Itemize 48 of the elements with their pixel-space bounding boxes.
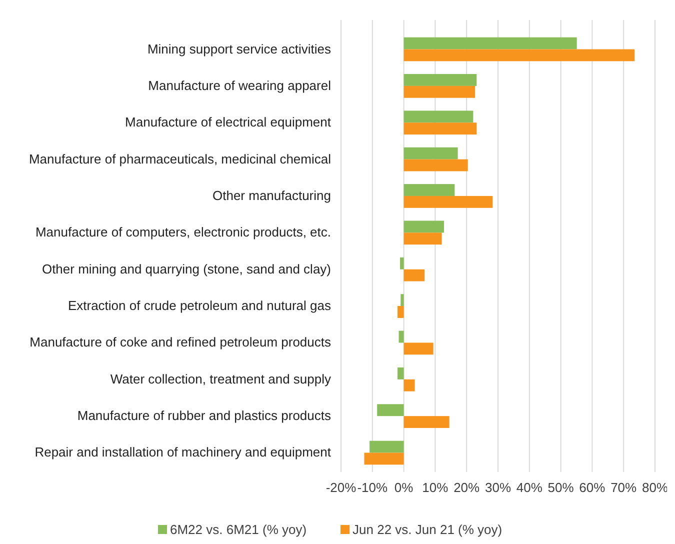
legend-label: 6M22 vs. 6M21 (% yoy): [170, 522, 307, 537]
y-tick-label: Manufacture of computers, electronic products, etc.: [35, 224, 331, 240]
bar: [404, 416, 450, 428]
bar: [398, 367, 404, 380]
y-tick-label: Repair and installation of machinery and equipment: [34, 444, 332, 460]
x-tick-label: 20%: [454, 480, 480, 495]
legend-label: Jun 22 vs. Jun 21 (% yoy): [352, 522, 502, 537]
y-tick-label: Manufacture of pharmaceuticals, medicinal chemical: [28, 151, 332, 166]
bar: [404, 74, 477, 86]
y-tick-label: Extraction of crude petroleum and nutural gas: [68, 298, 332, 314]
bar: [404, 232, 442, 245]
bar: [404, 49, 635, 62]
bar: [404, 184, 455, 196]
bar: [404, 342, 434, 355]
bar: [404, 37, 577, 50]
bar: [404, 269, 425, 282]
y-tick-label: Manufacture of wearing apparel: [148, 78, 332, 93]
bar: [398, 306, 404, 318]
x-tick-label: 50%: [548, 480, 574, 495]
bar: [404, 122, 477, 135]
x-tick-label: -10%: [357, 480, 388, 495]
bar: [400, 294, 404, 306]
bar: [370, 440, 404, 453]
bar: [404, 86, 476, 98]
x-tick-label: -20%: [326, 480, 357, 495]
bar: [398, 330, 404, 343]
x-tick-label: 10%: [422, 480, 449, 495]
x-tick-label: 0%: [394, 480, 414, 495]
y-tick-label: Manufacture of electrical equipment: [125, 114, 332, 130]
y-tick-label: Mining support service activities: [147, 41, 332, 56]
bar: [400, 257, 404, 270]
x-tick-label: 40%: [516, 480, 543, 495]
y-tick-label: Manufacture of rubber and plastics products: [77, 408, 332, 424]
x-tick-label: 60%: [579, 480, 606, 495]
x-tick-label: 70%: [610, 480, 638, 495]
bar: [404, 159, 468, 172]
bar: [404, 196, 493, 208]
y-tick-label: Other mining and quarrying (stone, sand and clay): [42, 261, 331, 276]
y-tick-label: Water collection, treatment and supply: [110, 371, 332, 386]
bar: [364, 452, 404, 465]
bar: [377, 404, 404, 416]
y-tick-label: Other manufacturing: [212, 188, 331, 203]
bar: [404, 220, 444, 233]
bar: [404, 379, 415, 392]
y-tick-label: Manufacture of coke and refined petroleum products: [30, 334, 332, 350]
bar: [404, 110, 474, 123]
x-tick-label: 30%: [484, 480, 512, 495]
bar: [404, 147, 458, 160]
